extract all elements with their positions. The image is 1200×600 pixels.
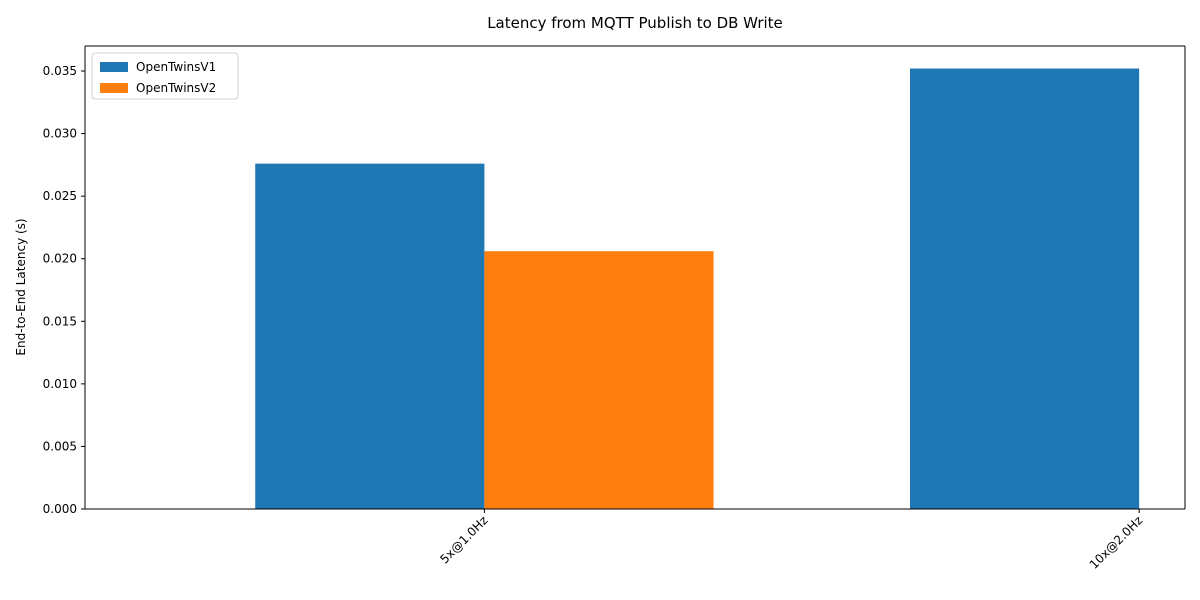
bar-opentwinsv1-1 (910, 68, 1140, 509)
y-tick-label: 0.025 (43, 189, 77, 203)
plot-area: 0.000 0.005 0.010 0.015 0.020 0.025 0.030 0.035… (43, 45, 1186, 572)
chart-title: Latency from MQTT Publish to DB Write (487, 14, 783, 32)
y-tick-label: 0.015 (43, 314, 77, 328)
bar-opentwinsv1-0 (255, 163, 485, 510)
y-tick-label: 0.035 (43, 64, 77, 78)
legend-label-opentwinsv2: OpenTwinsV2 (136, 81, 216, 95)
legend-label-opentwinsv1: OpenTwinsV1 (136, 60, 216, 74)
y-tick-label: 0.010 (43, 377, 77, 391)
legend: OpenTwinsV1 OpenTwinsV2 (91, 52, 239, 100)
legend-swatch-opentwinsv1 (100, 62, 128, 72)
y-tick-label: 0.020 (43, 252, 77, 266)
y-tick-label: 0.005 (43, 439, 77, 453)
legend-swatch-opentwinsv2 (100, 83, 128, 93)
legend-box (91, 52, 239, 100)
y-tick-label: 0.030 (43, 127, 77, 141)
y-tick-label: 0.000 (43, 502, 77, 516)
y-axis-label: End-to-End Latency (s) (14, 218, 28, 355)
bar-opentwinsv2-0 (484, 251, 714, 509)
